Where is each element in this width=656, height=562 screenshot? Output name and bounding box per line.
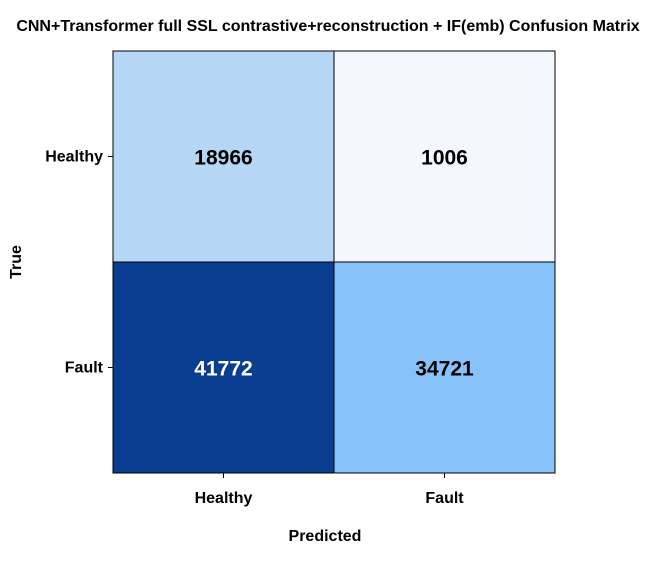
heatmap-outer-border: [112, 50, 556, 474]
heatmap-cells: [112, 50, 556, 474]
heatmap-value-labels: 18966 1006 41772 34721: [194, 147, 474, 381]
heatmap-cell-fault-fault: [333, 261, 556, 474]
axis-ticks: Healthy Fault Healthy Fault: [45, 149, 464, 508]
cell-value-healthy-fault: 1006: [421, 147, 468, 170]
x-tick-label-fault: Fault: [425, 490, 464, 507]
x-tick-label-healthy: Healthy: [195, 490, 253, 507]
heatmap-cell-fault-healthy: [112, 261, 335, 474]
cell-value-fault-fault: 34721: [415, 358, 474, 381]
cell-value-healthy-healthy: 18966: [194, 147, 252, 170]
chart-title: CNN+Transformer full SSL contrastive+rec…: [16, 18, 639, 35]
y-axis-label: True: [8, 245, 25, 279]
y-tick-label-fault: Fault: [65, 360, 104, 377]
heatmap-cell-healthy-fault: [333, 50, 556, 263]
x-axis-label: Predicted: [289, 528, 362, 545]
heatmap-cell-healthy-healthy: [112, 50, 335, 263]
cell-value-fault-healthy: 41772: [194, 358, 252, 381]
y-tick-label-healthy: Healthy: [45, 149, 103, 166]
